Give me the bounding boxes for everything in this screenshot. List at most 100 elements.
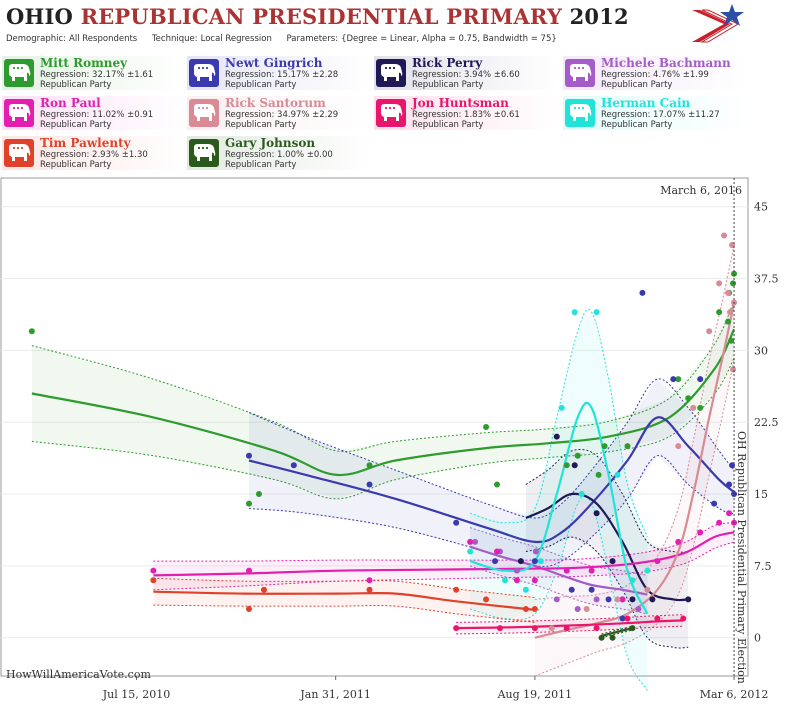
poll-point bbox=[624, 615, 631, 622]
poll-point bbox=[246, 605, 253, 612]
poll-point bbox=[697, 376, 704, 383]
poll-point bbox=[721, 232, 728, 239]
poll-point bbox=[730, 280, 737, 287]
trend-line bbox=[248, 416, 735, 544]
regression-chart: March 6, 2016 OH Republican Presidential… bbox=[0, 177, 779, 701]
upper-bound-line bbox=[456, 614, 684, 623]
title-state: OHIO bbox=[6, 4, 74, 29]
poll-point bbox=[246, 500, 253, 507]
lower-bound-line bbox=[469, 565, 648, 615]
y-tick-label: 30 bbox=[754, 344, 768, 357]
regression-value: Regression: 1.83% ±0.61 bbox=[412, 110, 520, 120]
poll-point bbox=[598, 634, 605, 641]
parameters-value: {Degree = Linear, Alpha = 0.75, Bandwidt… bbox=[341, 34, 557, 44]
poll-point bbox=[568, 586, 575, 593]
poll-point bbox=[725, 318, 732, 325]
poll-point bbox=[501, 577, 508, 584]
legend-card: Mitt Romney Regression: 32.17% ±1.61 Repub… bbox=[2, 56, 187, 90]
poll-point bbox=[517, 558, 524, 565]
technique-setting: Technique: Local Regression bbox=[152, 34, 272, 44]
candidate-name: Michele Bachmann bbox=[601, 56, 731, 70]
parameters-label: Parameters: bbox=[286, 34, 339, 44]
x-axis: Jul 15, 2010 Jan 31, 2011 Aug 19, 2011 Mar … bbox=[102, 676, 769, 701]
trend-line bbox=[153, 590, 536, 611]
poll-point bbox=[366, 577, 373, 584]
poll-point bbox=[731, 270, 738, 277]
party-label: Republican Party bbox=[40, 80, 112, 90]
poll-point bbox=[553, 596, 560, 603]
regression-value: Regression: 2.93% ±1.30 bbox=[40, 150, 148, 160]
gridlines bbox=[1, 206, 748, 639]
poll-point bbox=[644, 567, 651, 574]
poll-point bbox=[522, 586, 529, 593]
poll-point bbox=[654, 558, 661, 565]
party-label: Republican Party bbox=[412, 80, 484, 90]
poll-point bbox=[453, 586, 460, 593]
poll-point bbox=[453, 625, 460, 632]
regression-value: Regression: 17.07% ±11.27 bbox=[601, 110, 720, 120]
poll-point bbox=[563, 625, 570, 632]
candidate-name: Jon Huntsman bbox=[412, 96, 509, 110]
legend-card: Gary Johnson Regression: 1.00% ±0.00 Repub… bbox=[187, 136, 372, 170]
poll-point bbox=[593, 625, 600, 632]
chart-header: OHIO REPUBLICAN PRESIDENTIAL PRIMARY 201… bbox=[0, 0, 789, 50]
upper-bound-line bbox=[525, 448, 689, 553]
site-watermark: HowWillAmericaVote.com bbox=[6, 668, 151, 681]
legend-card: Ron Paul Regression: 11.02% ±0.91 Republic… bbox=[2, 96, 187, 130]
poll-point bbox=[726, 481, 733, 488]
poll-point bbox=[614, 471, 621, 478]
poll-point bbox=[513, 577, 520, 584]
regression-value: Regression: 3.94% ±6.60 bbox=[412, 70, 520, 80]
regression-value: Regression: 4.76% ±1.99 bbox=[601, 70, 709, 80]
today-date-label: March 6, 2016 bbox=[660, 184, 742, 197]
poll-point bbox=[629, 596, 636, 603]
poll-point bbox=[593, 309, 600, 316]
y-axis: 0 7.5 15 22.5 30 37.5 45 bbox=[754, 201, 779, 645]
confidence-band bbox=[525, 450, 689, 648]
x-tick-label: Mar 6, 2012 bbox=[700, 688, 769, 701]
poll-point bbox=[553, 433, 560, 440]
candidate-name: Gary Johnson bbox=[225, 136, 316, 150]
poll-point bbox=[366, 481, 373, 488]
legend-card: Rick Perry Regression: 3.94% ±6.60 Republi… bbox=[374, 56, 559, 90]
poll-point bbox=[494, 548, 501, 555]
party-label: Republican Party bbox=[225, 80, 297, 90]
title-year: 2012 bbox=[569, 4, 629, 29]
poll-point bbox=[685, 596, 692, 603]
poll-point bbox=[728, 337, 735, 344]
lower-bound-line bbox=[456, 625, 684, 635]
legend-card: Tim Pawlenty Regression: 2.93% ±1.30 Repub… bbox=[2, 136, 187, 170]
poll-point bbox=[588, 586, 595, 593]
poll-point bbox=[619, 615, 626, 622]
poll-point bbox=[711, 500, 718, 507]
poll-point bbox=[467, 548, 474, 555]
regression-value: Regression: 32.17% ±1.61 bbox=[40, 70, 154, 80]
poll-point bbox=[532, 548, 539, 555]
candidate-name: Newt Gingrich bbox=[225, 56, 323, 70]
confidence-band bbox=[31, 300, 735, 499]
elephant-icon bbox=[376, 99, 406, 127]
poll-point bbox=[558, 404, 565, 411]
poll-point bbox=[513, 567, 520, 574]
x-tick-label: Aug 19, 2011 bbox=[497, 688, 573, 701]
confidence-band bbox=[470, 527, 648, 614]
party-label: Republican Party bbox=[412, 120, 484, 130]
poll-point bbox=[522, 605, 529, 612]
poll-point bbox=[494, 481, 501, 488]
upper-bound-line bbox=[153, 577, 535, 598]
poll-point bbox=[690, 404, 697, 411]
poll-point bbox=[675, 443, 682, 450]
parameters-setting: Parameters: {Degree = Linear, Alpha = 0.7… bbox=[287, 34, 557, 44]
party-label: Republican Party bbox=[601, 80, 673, 90]
poll-point bbox=[492, 558, 499, 565]
poll-point bbox=[593, 596, 600, 603]
upper-bound-line bbox=[153, 522, 735, 562]
poll-point bbox=[548, 625, 555, 632]
poll-point bbox=[595, 471, 602, 478]
poll-point bbox=[150, 577, 157, 584]
poll-point bbox=[366, 586, 373, 593]
poll-point bbox=[574, 452, 581, 459]
elephant-icon bbox=[189, 59, 219, 87]
party-label: Republican Party bbox=[40, 160, 112, 170]
regression-value: Regression: 11.02% ±0.91 bbox=[40, 110, 154, 120]
